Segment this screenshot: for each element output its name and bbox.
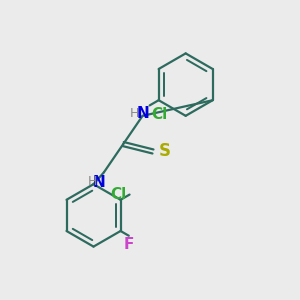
Text: N: N (93, 175, 105, 190)
Text: F: F (124, 237, 134, 252)
Text: H: H (88, 175, 98, 188)
Text: N: N (136, 106, 149, 121)
Text: H: H (130, 107, 139, 120)
Text: Cl: Cl (151, 107, 167, 122)
Text: S: S (158, 142, 170, 160)
Text: Cl: Cl (110, 187, 127, 202)
